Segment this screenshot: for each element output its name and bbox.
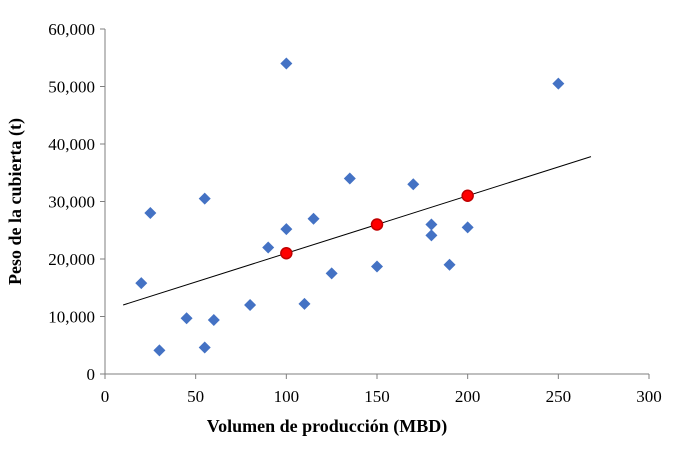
data-point-diamond [461,221,474,234]
data-point-diamond [425,218,438,231]
data-point-diamond [153,344,166,357]
data-point-diamond [262,241,275,254]
y-tick-label: 10,000 [48,308,95,327]
x-tick-label: 300 [636,387,662,406]
data-point-diamond [144,207,157,219]
data-point-diamond [135,277,148,290]
x-axis-title: Volumen de producción (MBD) [207,416,448,437]
x-tick-label: 0 [101,387,110,406]
y-tick-label: 50,000 [48,78,95,97]
data-point-diamond [307,212,320,225]
tick-labels-layer: 0 10,000 20,000 30,000 40,000 50,000 60,000 0 50… [48,20,662,406]
data-point-circle [461,189,474,202]
y-tick-label: 0 [87,365,96,384]
data-point-diamond [280,57,293,70]
data-point-diamond [407,178,420,191]
x-tick-label: 200 [455,387,481,406]
data-point-diamond [298,297,311,310]
y-axis-title: Peso de la cubierta (t) [5,118,26,285]
x-tick-label: 250 [546,387,572,406]
x-tick-label: 150 [364,387,390,406]
data-point-diamond [552,77,565,90]
data-point-diamond [198,341,211,354]
trendline [122,156,592,306]
data-point-diamond [280,223,293,236]
data-point-diamond [443,258,456,271]
data-point-diamond [425,229,438,242]
trendline-layer [122,156,592,306]
axes [100,28,650,379]
points-layer [135,57,565,357]
data-point-circle [280,247,293,260]
data-point-diamond [198,192,211,205]
data-point-diamond [371,260,383,273]
y-tick-label: 40,000 [48,135,95,154]
x-tick-label: 50 [187,387,204,406]
data-point-diamond [244,299,257,311]
data-point-diamond [325,267,338,280]
y-tick-label: 30,000 [48,193,95,212]
y-tick-label: 20,000 [48,250,95,269]
data-point-diamond [207,313,220,326]
data-point-circle [370,218,384,231]
y-tick-label: 60,000 [48,20,95,39]
data-point-diamond [180,312,193,325]
x-tick-label: 100 [274,387,300,406]
data-point-diamond [343,172,356,185]
